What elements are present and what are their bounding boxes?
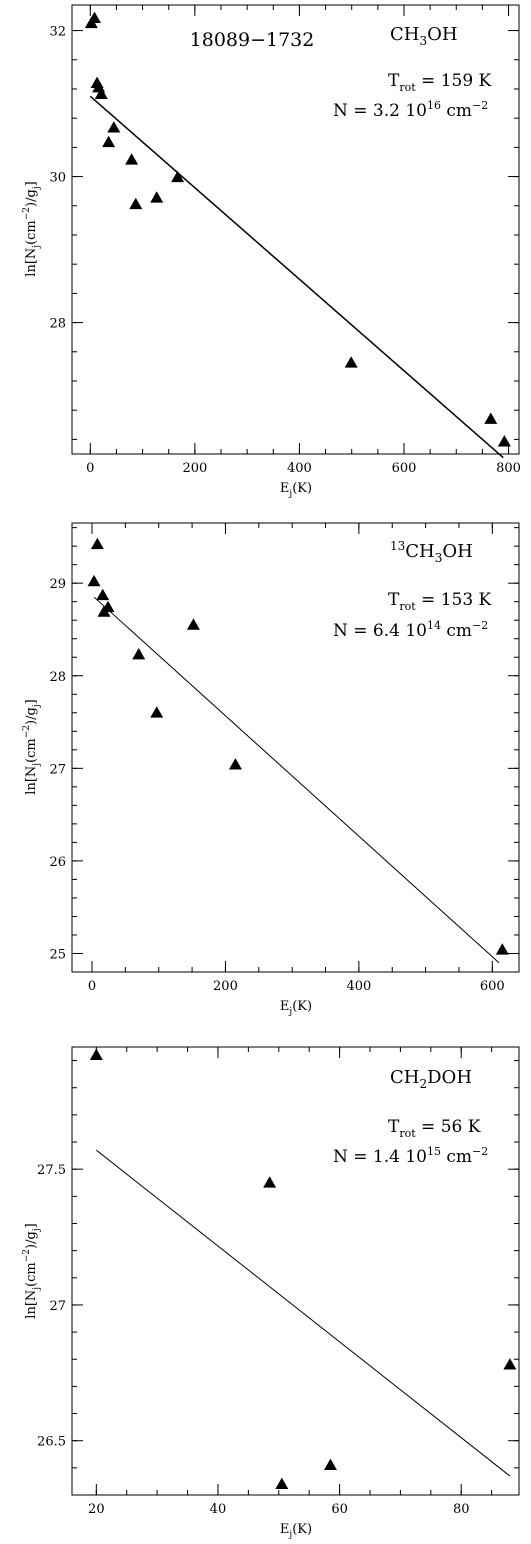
rotation-temperature-label: Trot = 159 K xyxy=(388,71,492,94)
x-axis-label: Ej(K) xyxy=(280,481,312,499)
x-axis-label: Ej(K) xyxy=(280,999,312,1017)
x-tick-label: 400 xyxy=(287,461,312,476)
y-tick-label: 30 xyxy=(49,171,66,186)
data-point xyxy=(186,618,200,630)
data-point xyxy=(275,1477,289,1490)
x-tick-label: 200 xyxy=(213,979,238,994)
data-points xyxy=(89,1048,517,1490)
data-point xyxy=(150,191,164,203)
data-point xyxy=(150,706,164,718)
y-tick-label: 28 xyxy=(49,670,66,685)
data-point xyxy=(87,574,101,587)
plot-frame xyxy=(71,4,520,455)
x-tick-label: 80 xyxy=(453,1502,470,1517)
data-point xyxy=(107,121,121,133)
x-tick-label: 800 xyxy=(496,461,521,476)
x-tick-label: 0 xyxy=(86,461,94,476)
y-tick-label: 32 xyxy=(49,25,66,40)
data-point xyxy=(102,135,116,148)
data-points xyxy=(87,537,509,955)
x-tick-label: 0 xyxy=(88,979,96,994)
y-axis-label: ln[Nj(cm−2)/gj] xyxy=(22,181,42,276)
data-point xyxy=(484,412,498,424)
data-point xyxy=(263,1176,277,1188)
data-points xyxy=(84,11,511,447)
rotation-temperature-label: Trot = 153 K xyxy=(388,590,492,613)
y-tick-label: 29 xyxy=(49,577,66,592)
data-point xyxy=(344,356,358,368)
column-density-label: N = 1.4 1015 cm−2 xyxy=(333,1145,488,1167)
panel-13ch3oh: 0 200 400 600 25 26 27 28 29 13CH3OH Trot = 153 … xyxy=(22,522,520,1017)
molecule-label: CH3OH xyxy=(390,24,458,48)
data-point xyxy=(90,537,104,550)
data-point xyxy=(323,1458,337,1471)
column-density-label: N = 6.4 1014 cm−2 xyxy=(333,619,488,641)
rotation-temperature-label: Trot = 56 K xyxy=(388,1117,481,1140)
fit-line xyxy=(96,1149,511,1477)
y-tick-label: 28 xyxy=(49,317,66,332)
plot-frame xyxy=(71,522,520,973)
figure-title: 18089−1732 xyxy=(190,29,315,51)
y-tick-label: 26.5 xyxy=(37,1435,66,1450)
data-point xyxy=(125,153,139,165)
y-tick-label: 26 xyxy=(49,855,66,870)
x-tick-label: 400 xyxy=(346,979,371,994)
axis-ticks: 20 40 60 80 26.5 27 27.5 xyxy=(37,1047,519,1517)
x-tick-label: 200 xyxy=(182,461,207,476)
axis-ticks: 0 200 400 600 800 28 30 32 xyxy=(49,5,521,476)
data-point xyxy=(89,1048,103,1061)
plot-frame xyxy=(71,1046,520,1496)
data-point xyxy=(87,11,101,24)
x-tick-label: 600 xyxy=(480,979,505,994)
x-axis-label: Ej(K) xyxy=(280,1522,312,1540)
data-point xyxy=(503,1358,517,1370)
data-point xyxy=(497,435,511,447)
y-tick-label: 27 xyxy=(49,1299,66,1314)
y-axis-label: ln[Nj(cm−2)/gj] xyxy=(22,1223,42,1318)
fit-line xyxy=(89,95,504,459)
data-point xyxy=(101,600,115,613)
data-point xyxy=(129,197,143,210)
y-tick-label: 27.5 xyxy=(37,1163,66,1178)
data-point xyxy=(228,758,242,770)
data-point xyxy=(96,588,110,601)
y-axis-label: ln[Nj(cm−2)/gj] xyxy=(22,699,42,794)
axis-ticks: 0 200 400 600 25 26 27 28 29 xyxy=(49,523,519,994)
panel-ch2doh: 20 40 60 80 26.5 27 27.5 CH2DOH Trot = 56 K N … xyxy=(22,1046,520,1540)
x-tick-label: 20 xyxy=(88,1502,105,1517)
x-tick-label: 60 xyxy=(331,1502,348,1517)
column-density-label: N = 3.2 1016 cm−2 xyxy=(333,99,488,121)
data-point xyxy=(132,647,146,660)
y-tick-label: 27 xyxy=(49,762,66,777)
x-tick-label: 40 xyxy=(210,1502,227,1517)
molecule-label: 13CH3OH xyxy=(390,539,473,565)
data-point xyxy=(171,170,185,183)
data-point xyxy=(495,943,509,955)
molecule-label: CH2DOH xyxy=(390,1067,472,1091)
data-point xyxy=(94,87,108,99)
y-tick-label: 25 xyxy=(49,947,66,962)
panel-ch3oh: 0 200 400 600 800 28 30 32 18089−1732 CH3OH Tro… xyxy=(22,4,521,499)
x-tick-label: 600 xyxy=(392,461,417,476)
fit-line xyxy=(93,596,500,964)
